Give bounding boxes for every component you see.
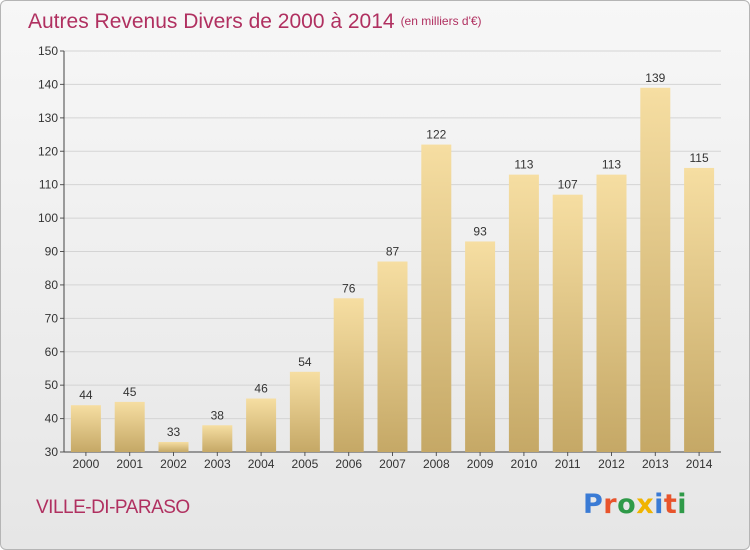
logo-letter: i bbox=[677, 489, 688, 520]
y-tick-label: 70 bbox=[45, 311, 59, 325]
value-label-2006: 76 bbox=[342, 281, 356, 295]
logo-letter: P bbox=[583, 489, 604, 520]
value-labels: 44 45 33 38 46 54 76 87 122 93 113 107 113 139 115 bbox=[79, 71, 709, 439]
logo-letter: o bbox=[617, 489, 637, 520]
value-label-2011: 107 bbox=[558, 178, 578, 192]
bar-2010 bbox=[508, 174, 539, 452]
y-tick-label: 140 bbox=[38, 77, 58, 91]
y-tick-label: 30 bbox=[45, 445, 59, 459]
x-tick-label-2005: 2005 bbox=[292, 457, 319, 471]
y-tick-label: 130 bbox=[38, 111, 58, 125]
y-tick-labels: 30 40 50 60 70 80 90 100 110 120 130 140 150 bbox=[38, 44, 58, 459]
x-tick-label-2009: 2009 bbox=[467, 457, 494, 471]
bar-2011 bbox=[552, 194, 583, 453]
bar-2003 bbox=[202, 425, 233, 452]
value-label-2004: 46 bbox=[254, 382, 268, 396]
bar-2004 bbox=[246, 398, 277, 452]
y-tick-label: 50 bbox=[45, 378, 59, 392]
logo-letter: i bbox=[654, 489, 664, 520]
y-tick-label: 40 bbox=[45, 412, 59, 426]
value-label-2002: 33 bbox=[167, 425, 181, 439]
x-tick-label-2008: 2008 bbox=[423, 457, 450, 471]
value-label-2010: 113 bbox=[514, 158, 533, 172]
bar-2014 bbox=[684, 167, 715, 453]
value-label-2008: 122 bbox=[426, 128, 446, 142]
y-tick-label: 90 bbox=[45, 245, 59, 259]
x-tick-label-2014: 2014 bbox=[686, 457, 713, 471]
bar-2001 bbox=[114, 401, 145, 452]
value-label-2014: 115 bbox=[690, 151, 709, 165]
x-tick-label-2004: 2004 bbox=[248, 457, 275, 471]
value-label-2007: 87 bbox=[386, 245, 400, 259]
bar-2012 bbox=[596, 174, 627, 452]
bar-2000 bbox=[70, 405, 101, 452]
value-label-2000: 44 bbox=[79, 388, 93, 402]
bar-2013 bbox=[640, 87, 671, 452]
x-tick-label-2006: 2006 bbox=[335, 457, 362, 471]
y-tick-label: 110 bbox=[39, 178, 58, 192]
logo-letter: t bbox=[663, 489, 678, 520]
y-tick-label: 80 bbox=[45, 278, 59, 292]
x-tick-label-2002: 2002 bbox=[160, 457, 187, 471]
x-tick-label-2007: 2007 bbox=[379, 457, 406, 471]
logo-letter: x bbox=[636, 489, 655, 520]
value-label-2013: 139 bbox=[645, 71, 665, 85]
bar-2008 bbox=[421, 144, 452, 453]
x-tick-labels: 2000 2001 2002 2003 2004 2005 2006 2007 2008 2009… bbox=[73, 452, 713, 471]
logo-letter: r bbox=[603, 489, 618, 520]
value-label-2001: 45 bbox=[123, 385, 137, 399]
chart-title: Autres Revenus Divers de 2000 à 2014 (en … bbox=[28, 10, 482, 34]
y-tick-label: 150 bbox=[38, 44, 58, 58]
bar-2007 bbox=[377, 261, 408, 452]
value-label-2003: 38 bbox=[211, 408, 225, 422]
bar-2005 bbox=[289, 371, 320, 452]
value-label-2009: 93 bbox=[473, 224, 487, 238]
y-tick-label: 120 bbox=[38, 144, 58, 158]
x-tick-label-2013: 2013 bbox=[642, 457, 669, 471]
x-tick-label-2003: 2003 bbox=[204, 457, 231, 471]
chart-unit: (en milliers d'€) bbox=[400, 14, 482, 28]
place-name: VILLE-DI-PARASO bbox=[36, 497, 190, 518]
x-tick-label-2010: 2010 bbox=[511, 457, 538, 471]
bar-2002 bbox=[158, 441, 189, 452]
x-tick-label-2011: 2011 bbox=[555, 457, 581, 471]
x-tick-label-2001: 2001 bbox=[116, 457, 143, 471]
y-tick-label: 100 bbox=[38, 211, 58, 225]
bar-2009 bbox=[465, 241, 496, 452]
chart-title-text: Autres Revenus Divers de 2000 à 2014 bbox=[28, 10, 395, 33]
value-label-2005: 54 bbox=[298, 355, 312, 369]
proxiti-logo: Proxiti bbox=[583, 489, 687, 520]
value-label-2012: 113 bbox=[602, 158, 621, 172]
y-tick-label: 60 bbox=[45, 345, 59, 359]
x-tick-label-2000: 2000 bbox=[73, 457, 100, 471]
x-tick-label-2012: 2012 bbox=[598, 457, 625, 471]
bar-2006 bbox=[333, 298, 364, 452]
bars bbox=[70, 87, 715, 453]
